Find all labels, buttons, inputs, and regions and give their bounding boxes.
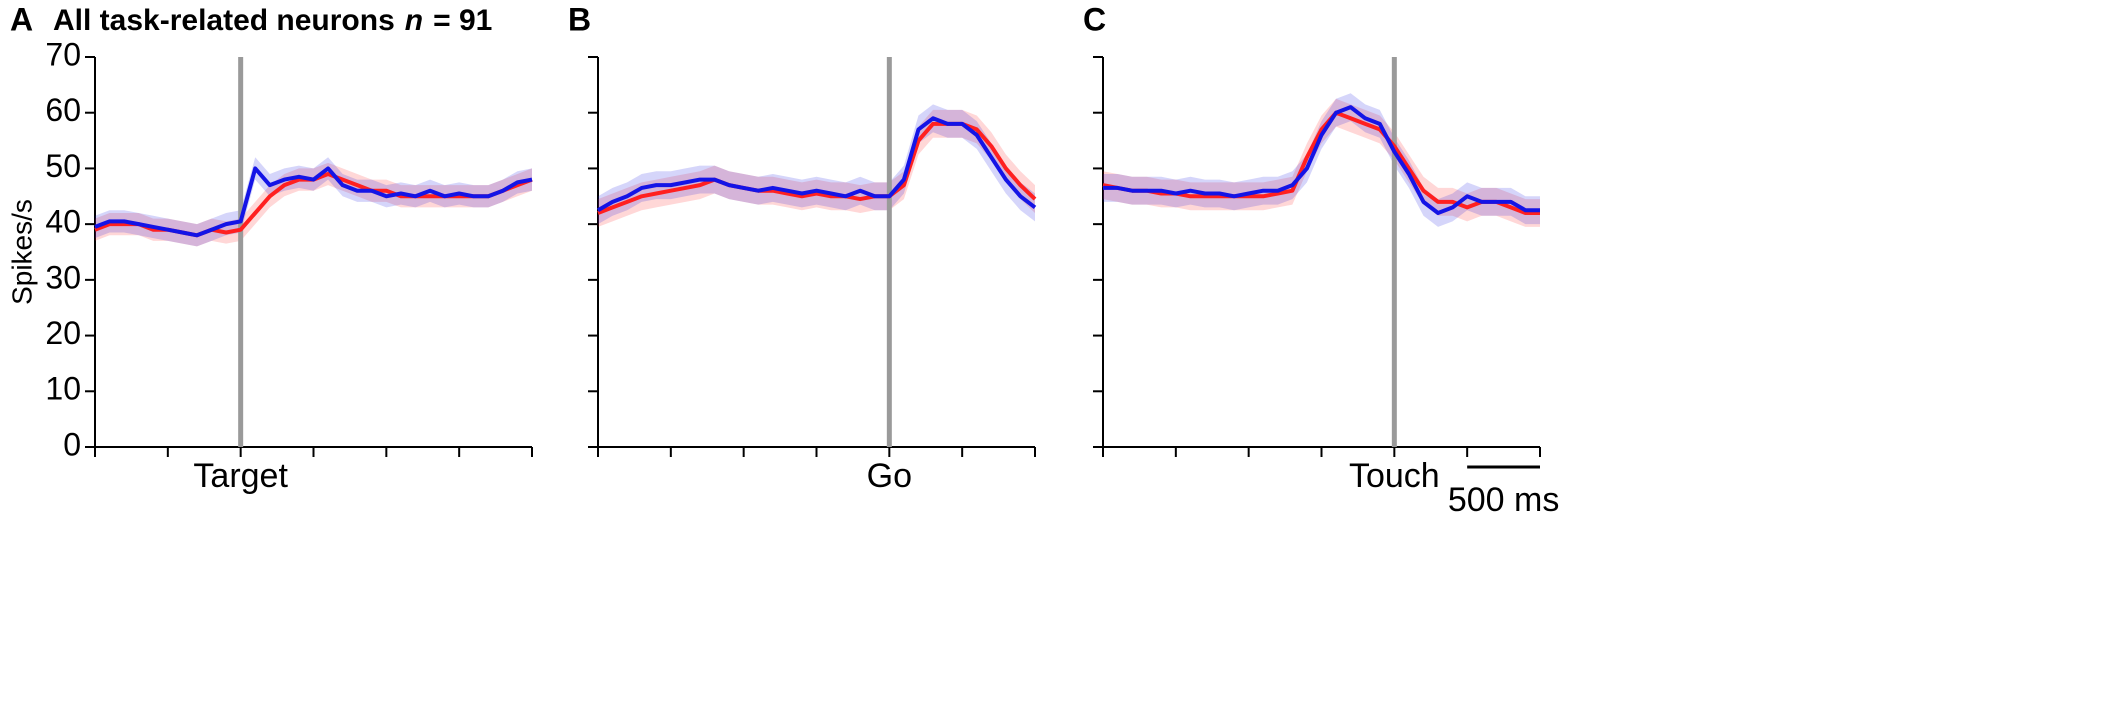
y-tick-label: 60	[45, 92, 81, 128]
figure-title: All task-related neurons n = 91	[53, 4, 492, 37]
y-tick-label: 30	[45, 259, 81, 295]
series-line	[94, 166, 533, 238]
y-tick-label: 40	[45, 204, 81, 240]
event-label: Touch	[1349, 457, 1440, 495]
y-tick-label: 20	[45, 315, 81, 351]
title-n-value: = 91	[433, 4, 492, 37]
panel-label: A	[10, 1, 33, 37]
series-line	[597, 116, 1037, 212]
panel-label: B	[568, 1, 591, 37]
scale-bar-label: 500 ms	[1448, 481, 1560, 519]
event-label: Go	[867, 457, 912, 495]
panel-label: C	[1083, 1, 1106, 37]
series-line	[1103, 105, 1540, 215]
event-label: Target	[193, 457, 288, 495]
error-band	[598, 109, 1035, 227]
y-tick-label: 10	[45, 371, 81, 407]
y-tick-label: 0	[63, 426, 81, 462]
error-band	[95, 157, 532, 247]
y-axis-label: Spikes/s	[6, 199, 37, 305]
error-band	[95, 162, 532, 247]
y-tick-label: 70	[45, 36, 81, 72]
title-text: All task-related neurons	[53, 4, 395, 37]
title-n-symbol: n	[405, 4, 423, 37]
y-tick-label: 50	[45, 148, 81, 184]
